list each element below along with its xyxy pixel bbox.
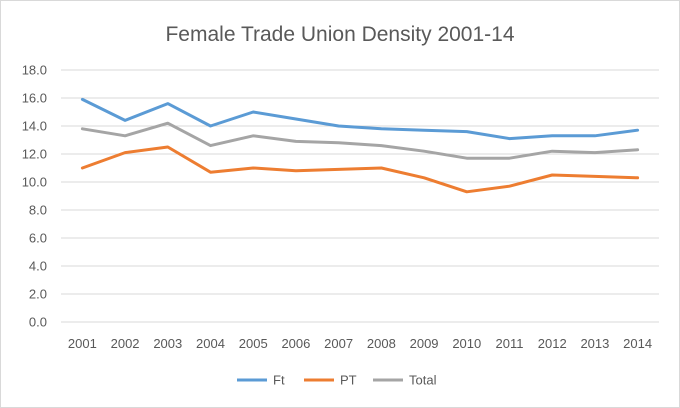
- x-tick-label: 2012: [538, 336, 567, 351]
- y-tick-label: 8.0: [29, 203, 47, 218]
- y-tick-label: 4.0: [29, 259, 47, 274]
- series-line-pt: [80, 145, 640, 194]
- series-line-total: [80, 121, 640, 160]
- x-tick-label: 2010: [452, 336, 481, 351]
- x-tick-label: 2014: [623, 336, 652, 351]
- y-tick-label: 2.0: [29, 287, 47, 302]
- x-tick-label: 2008: [367, 336, 396, 351]
- series-lines: [80, 97, 640, 194]
- x-tick-label: 2001: [68, 336, 97, 351]
- x-axis-ticks: 2001 2002 2003 2004 2005 2006 2007 2008 2009 2010…: [68, 336, 652, 351]
- legend-label-total: Total: [409, 373, 437, 388]
- x-tick-label: 2009: [410, 336, 439, 351]
- y-tick-label: 14.0: [22, 119, 47, 134]
- x-tick-label: 2006: [281, 336, 310, 351]
- legend-label-pt: PT: [340, 373, 357, 388]
- x-tick-label: 2003: [153, 336, 182, 351]
- x-tick-label: 2002: [111, 336, 140, 351]
- y-tick-label: 6.0: [29, 231, 47, 246]
- series-line-ft: [80, 97, 640, 141]
- x-tick-label: 2005: [239, 336, 268, 351]
- gridlines: [61, 69, 659, 323]
- x-tick-label: 2004: [196, 336, 225, 351]
- chart-title: Female Trade Union Density 2001-14: [165, 23, 514, 46]
- y-tick-label: 16.0: [22, 91, 47, 106]
- y-tick-label: 10.0: [22, 175, 47, 190]
- x-tick-label: 2007: [324, 336, 353, 351]
- y-tick-label: 18.0: [22, 63, 47, 78]
- y-tick-label: 0.0: [29, 315, 47, 330]
- y-tick-label: 12.0: [22, 147, 47, 162]
- x-tick-label: 2013: [580, 336, 609, 351]
- x-tick-label: 2011: [496, 336, 524, 351]
- legend-label-ft: Ft: [273, 373, 285, 388]
- legend: Ft PT Total: [237, 373, 437, 388]
- y-axis-ticks: 0.0 2.0 4.0 6.0 8.0 10.0 12.0 14.0 16.0 18.0: [22, 63, 47, 330]
